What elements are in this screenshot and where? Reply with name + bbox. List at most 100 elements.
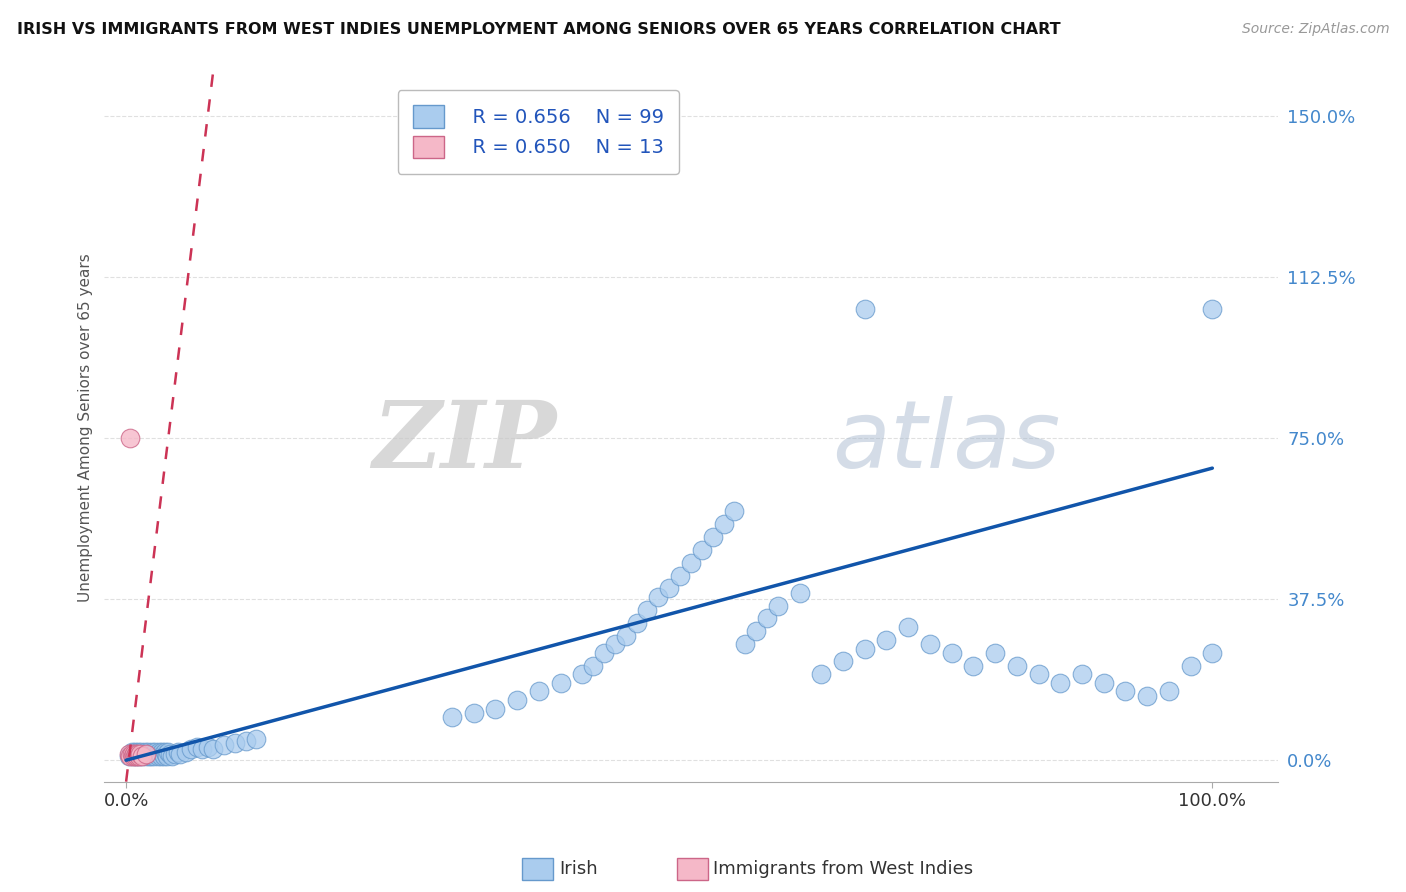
Point <box>626 615 648 630</box>
Point <box>141 745 163 759</box>
Point <box>118 748 141 763</box>
Point <box>131 745 153 759</box>
Point <box>174 745 197 759</box>
Point <box>506 693 529 707</box>
Point <box>153 748 176 763</box>
Point <box>658 582 681 596</box>
Point <box>139 747 162 761</box>
Point <box>139 748 162 763</box>
Point <box>120 748 142 763</box>
Point <box>1136 689 1159 703</box>
Point <box>143 748 166 763</box>
Point <box>614 629 637 643</box>
Point <box>440 710 463 724</box>
Text: IRISH VS IMMIGRANTS FROM WEST INDIES UNEMPLOYMENT AMONG SENIORS OVER 65 YEARS CO: IRISH VS IMMIGRANTS FROM WEST INDIES UNE… <box>17 22 1060 37</box>
Point <box>463 706 485 720</box>
Point <box>1114 684 1136 698</box>
Text: Source: ZipAtlas.com: Source: ZipAtlas.com <box>1241 22 1389 37</box>
Point <box>679 556 702 570</box>
Point <box>832 655 855 669</box>
Text: atlas: atlas <box>832 396 1060 487</box>
Point <box>152 747 174 761</box>
Point <box>918 637 941 651</box>
Text: Immigrants from West Indies: Immigrants from West Indies <box>713 860 973 879</box>
Y-axis label: Unemployment Among Seniors over 65 years: Unemployment Among Seniors over 65 years <box>79 253 93 602</box>
Point <box>127 745 149 759</box>
Legend:   R = 0.656    N = 99,   R = 0.650    N = 13: R = 0.656 N = 99, R = 0.650 N = 13 <box>398 90 679 174</box>
Point <box>734 637 756 651</box>
Point <box>145 747 167 761</box>
Point <box>167 745 190 759</box>
Point <box>125 747 148 761</box>
Point <box>136 745 159 759</box>
Point <box>647 590 669 604</box>
Point <box>169 747 191 761</box>
Point <box>134 745 156 759</box>
Point <box>155 745 177 759</box>
Point <box>131 748 153 763</box>
Point <box>897 620 920 634</box>
Point <box>125 748 148 763</box>
Point <box>125 747 148 761</box>
Point <box>723 504 745 518</box>
Point <box>245 731 267 746</box>
Point <box>582 658 605 673</box>
Point <box>875 632 897 647</box>
Point <box>1157 684 1180 698</box>
Point <box>1201 302 1223 317</box>
Point <box>1028 667 1050 681</box>
Point <box>121 748 143 763</box>
Point <box>125 748 148 763</box>
Point <box>1071 667 1094 681</box>
Point <box>690 542 713 557</box>
Point <box>484 701 506 715</box>
Point <box>159 747 181 761</box>
Point <box>191 742 214 756</box>
Point <box>145 745 167 759</box>
Point <box>766 599 789 613</box>
Point <box>128 748 150 763</box>
Point <box>155 747 177 761</box>
Point <box>702 530 724 544</box>
Point <box>1201 646 1223 660</box>
Point <box>197 740 219 755</box>
Point <box>127 747 149 761</box>
Point <box>122 747 145 761</box>
Point <box>121 745 143 759</box>
Point <box>135 747 157 761</box>
Point <box>186 740 208 755</box>
Point <box>603 637 626 651</box>
Point <box>121 747 143 761</box>
Point <box>756 611 779 625</box>
Point <box>163 747 186 761</box>
Point <box>984 646 1007 660</box>
Point <box>224 736 246 750</box>
Point <box>235 734 257 748</box>
Point <box>1092 676 1115 690</box>
Point <box>124 748 146 763</box>
Point <box>120 747 142 761</box>
Point <box>131 748 153 763</box>
Point <box>637 603 659 617</box>
Point <box>124 745 146 759</box>
Point <box>1180 658 1202 673</box>
Text: ZIP: ZIP <box>371 397 555 486</box>
Text: Irish: Irish <box>558 860 598 879</box>
Point <box>941 646 963 660</box>
Point <box>1049 676 1071 690</box>
Point <box>789 585 811 599</box>
Point <box>149 748 172 763</box>
Point <box>156 748 179 763</box>
Point <box>853 302 876 317</box>
Point <box>962 658 984 673</box>
Point <box>118 747 141 761</box>
Point <box>148 745 170 759</box>
Point <box>128 748 150 763</box>
Point <box>121 748 143 763</box>
Point <box>150 745 173 759</box>
Point <box>201 742 224 756</box>
Point <box>157 745 180 759</box>
Point <box>669 568 692 582</box>
Point <box>527 684 550 698</box>
Point <box>129 747 152 761</box>
